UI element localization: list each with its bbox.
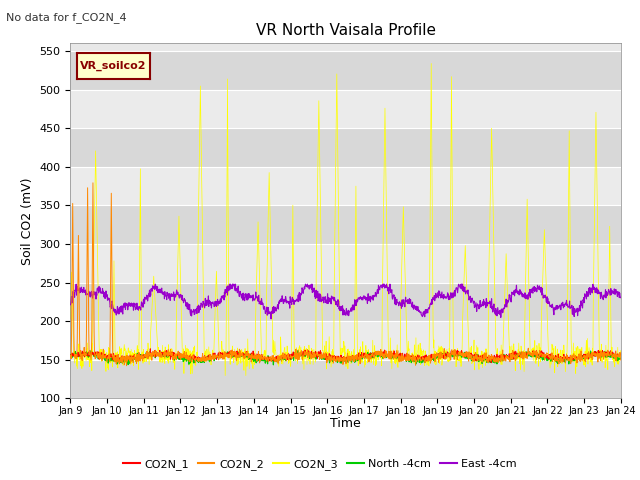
Legend: CO2N_1, CO2N_2, CO2N_3, North -4cm, East -4cm: CO2N_1, CO2N_2, CO2N_3, North -4cm, East…	[119, 455, 521, 474]
CO2N_1	[488, 360, 495, 366]
CO2N_1	[189, 354, 197, 360]
East -4cm	[504, 297, 511, 303]
CO2N_1	[67, 352, 74, 358]
Y-axis label: Soil CO2 (mV): Soil CO2 (mV)	[21, 177, 34, 264]
CO2N_3	[242, 372, 250, 378]
East -4cm	[616, 295, 624, 300]
East -4cm	[67, 302, 74, 308]
Line: CO2N_2: CO2N_2	[70, 183, 620, 366]
CO2N_2	[189, 353, 197, 359]
CO2N_2	[251, 352, 259, 358]
North -4cm	[176, 356, 184, 362]
North -4cm	[431, 357, 439, 362]
East -4cm	[189, 309, 197, 314]
North -4cm	[504, 353, 511, 359]
North -4cm	[86, 348, 93, 354]
North -4cm	[189, 357, 197, 362]
Line: CO2N_1: CO2N_1	[70, 349, 620, 363]
CO2N_3	[67, 316, 74, 322]
CO2N_3	[428, 60, 435, 66]
East -4cm	[72, 281, 80, 287]
CO2N_2	[176, 350, 184, 356]
CO2N_3	[251, 361, 259, 367]
Line: CO2N_3: CO2N_3	[70, 63, 620, 375]
CO2N_2	[67, 354, 74, 360]
CO2N_1	[504, 354, 511, 360]
X-axis label: Time: Time	[330, 418, 361, 431]
Text: VR_soilco2: VR_soilco2	[81, 61, 147, 71]
Bar	[70, 244, 621, 283]
CO2N_2	[89, 180, 97, 186]
CO2N_1	[552, 353, 559, 359]
Line: East -4cm: East -4cm	[70, 284, 620, 319]
CO2N_2	[552, 359, 559, 364]
CO2N_3	[616, 348, 624, 354]
East -4cm	[268, 316, 275, 322]
CO2N_1	[431, 354, 439, 360]
Text: No data for f_CO2N_4: No data for f_CO2N_4	[6, 12, 127, 23]
North -4cm	[251, 357, 259, 363]
North -4cm	[552, 359, 559, 364]
CO2N_3	[552, 357, 559, 362]
North -4cm	[67, 353, 74, 359]
CO2N_1	[176, 353, 184, 359]
CO2N_1	[616, 352, 624, 358]
Bar	[70, 205, 621, 244]
Bar	[70, 283, 621, 321]
East -4cm	[552, 306, 559, 312]
East -4cm	[251, 297, 259, 303]
Line: North -4cm: North -4cm	[70, 351, 620, 365]
CO2N_1	[251, 356, 259, 361]
Bar	[70, 51, 621, 90]
CO2N_3	[175, 229, 183, 235]
CO2N_3	[431, 348, 439, 354]
Title: VR North Vaisala Profile: VR North Vaisala Profile	[255, 23, 436, 38]
CO2N_2	[616, 357, 624, 363]
CO2N_2	[123, 363, 131, 369]
CO2N_1	[147, 346, 154, 352]
CO2N_3	[504, 285, 511, 291]
North -4cm	[616, 356, 624, 361]
East -4cm	[176, 292, 184, 298]
East -4cm	[431, 295, 439, 300]
Bar	[70, 321, 621, 360]
Bar	[70, 360, 621, 398]
CO2N_2	[431, 353, 439, 359]
Bar	[70, 167, 621, 205]
North -4cm	[269, 362, 277, 368]
CO2N_2	[504, 356, 511, 361]
CO2N_3	[189, 348, 196, 354]
Bar	[70, 128, 621, 167]
Bar	[70, 90, 621, 128]
